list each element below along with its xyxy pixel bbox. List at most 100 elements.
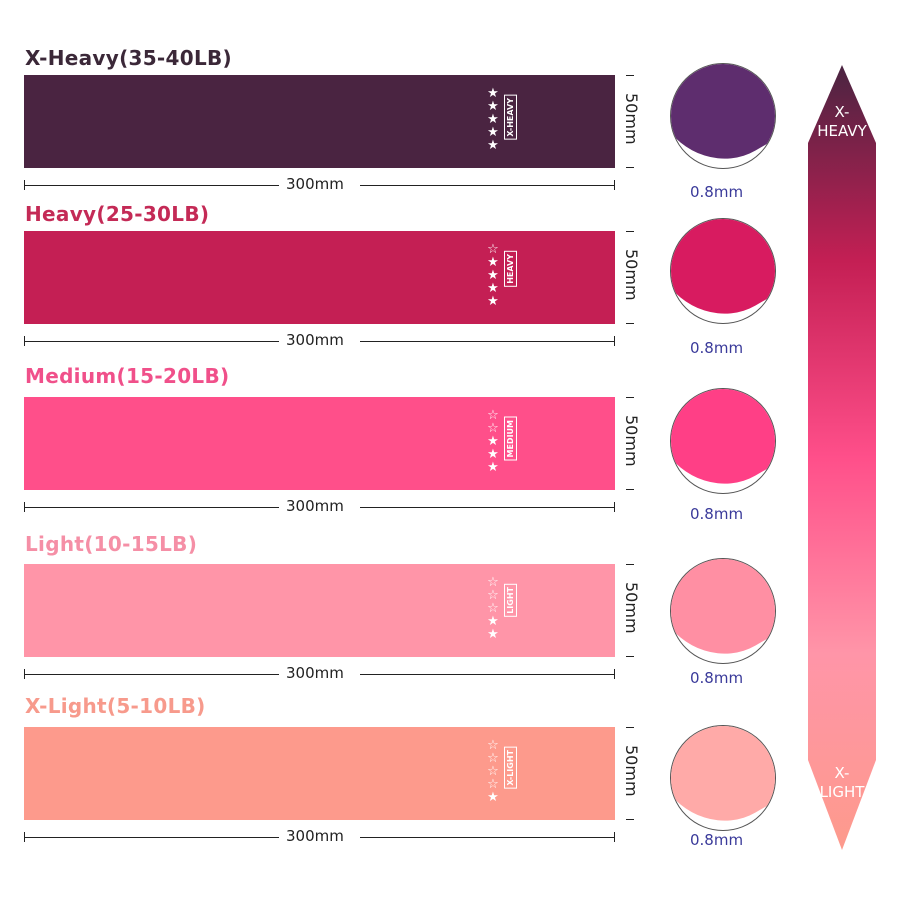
band-thickness-closeup — [670, 218, 776, 324]
dimension-line — [360, 185, 615, 186]
resistance-scale-arrow — [808, 65, 876, 850]
band-title: Light(10-15LB) — [25, 532, 198, 556]
band-title: X-Heavy(35-40LB) — [25, 46, 232, 70]
band-swatch: ★ ★ ★ ★ ★ X-HEAVY — [24, 75, 615, 168]
width-label: 50mm — [622, 93, 641, 145]
star-filled-icon: ★ — [487, 112, 499, 127]
band-fold-image — [671, 726, 775, 830]
star-filled-icon: ★ — [487, 255, 499, 270]
dimension-tick — [626, 167, 634, 168]
star-filled-icon: ★ — [487, 790, 499, 805]
dimension-tick — [24, 669, 25, 679]
dimension-tick — [614, 336, 615, 346]
star-filled-icon: ★ — [487, 447, 499, 462]
band-fold-image — [671, 389, 775, 493]
dimension-line — [360, 837, 615, 838]
length-label: 300mm — [286, 175, 344, 193]
length-dimension: 300mm — [24, 827, 615, 845]
band-level-tag: LIGHT — [504, 584, 517, 617]
star-empty-icon: ☆ — [487, 601, 499, 616]
dimension-tick — [614, 669, 615, 679]
thickness-label: 0.8mm — [690, 669, 744, 687]
scale-bottom-label: X- LIGHT — [819, 764, 865, 801]
thickness-label: 0.8mm — [690, 339, 744, 357]
band-level-tag: X-LIGHT — [504, 747, 517, 789]
width-label: 50mm — [622, 249, 641, 301]
length-label: 300mm — [286, 827, 344, 845]
dimension-line — [24, 837, 279, 838]
length-dimension: 300mm — [24, 331, 615, 349]
dimension-line — [24, 185, 279, 186]
dimension-tick — [24, 336, 25, 346]
band-swatch: ★ ★ ★ ☆ ☆ MEDIUM — [24, 397, 615, 490]
length-dimension: 300mm — [24, 497, 615, 515]
length-dimension: 300mm — [24, 175, 615, 193]
dimension-tick — [626, 727, 634, 728]
star-filled-icon: ★ — [487, 86, 499, 101]
band-thickness-closeup — [670, 388, 776, 494]
star-filled-icon: ★ — [487, 460, 499, 475]
dimension-line — [360, 507, 615, 508]
star-empty-icon: ☆ — [487, 738, 499, 753]
thickness-label: 0.8mm — [690, 505, 744, 523]
star-empty-icon: ☆ — [487, 588, 499, 603]
star-empty-icon: ☆ — [487, 242, 499, 257]
dimension-tick — [626, 489, 634, 490]
band-swatch: ★ ★ ☆ ☆ ☆ LIGHT — [24, 564, 615, 657]
band-title: Medium(15-20LB) — [25, 364, 230, 388]
star-empty-icon: ☆ — [487, 777, 499, 792]
band-fold-image — [671, 559, 775, 663]
width-dimension: 50mm — [622, 397, 641, 490]
dimension-tick — [24, 502, 25, 512]
length-label: 300mm — [286, 664, 344, 682]
dimension-line — [24, 674, 279, 675]
band-thickness-closeup — [670, 725, 776, 831]
dimension-tick — [626, 231, 634, 232]
band-level-tag: X-HEAVY — [504, 95, 517, 140]
width-label: 50mm — [622, 745, 641, 797]
star-filled-icon: ★ — [487, 614, 499, 629]
thickness-label: 0.8mm — [690, 183, 744, 201]
band-fold-image — [671, 219, 775, 323]
scale-top-label: X- HEAVY — [817, 103, 867, 140]
band-fold-image — [671, 64, 775, 168]
band-thickness-closeup — [670, 63, 776, 169]
star-filled-icon: ★ — [487, 281, 499, 296]
width-label: 50mm — [622, 415, 641, 467]
width-dimension: 50mm — [622, 231, 641, 324]
star-filled-icon: ★ — [487, 99, 499, 114]
star-filled-icon: ★ — [487, 434, 499, 449]
strength-stars: ★ ★ ★ ★ ☆ — [486, 243, 500, 308]
star-filled-icon: ★ — [487, 125, 499, 140]
dimension-line — [360, 674, 615, 675]
width-label: 50mm — [622, 582, 641, 634]
dimension-line — [24, 341, 279, 342]
dimension-tick — [614, 832, 615, 842]
star-empty-icon: ☆ — [487, 575, 499, 590]
dimension-tick — [24, 180, 25, 190]
star-filled-icon: ★ — [487, 268, 499, 283]
dimension-tick — [614, 180, 615, 190]
star-empty-icon: ☆ — [487, 764, 499, 779]
band-thickness-closeup — [670, 558, 776, 664]
dimension-tick — [626, 397, 634, 398]
dimension-tick — [626, 323, 634, 324]
length-label: 300mm — [286, 331, 344, 349]
star-filled-icon: ★ — [487, 294, 499, 309]
strength-stars: ★ ★ ★ ☆ ☆ — [486, 409, 500, 474]
length-label: 300mm — [286, 497, 344, 515]
star-filled-icon: ★ — [487, 138, 499, 153]
strength-stars: ★ ☆ ☆ ☆ ☆ — [486, 739, 500, 804]
star-empty-icon: ☆ — [487, 421, 499, 436]
width-dimension: 50mm — [622, 75, 641, 168]
star-empty-icon: ☆ — [487, 751, 499, 766]
width-dimension: 50mm — [622, 564, 641, 657]
dimension-tick — [626, 564, 634, 565]
star-empty-icon: ☆ — [487, 408, 499, 423]
band-swatch: ★ ★ ★ ★ ☆ HEAVY — [24, 231, 615, 324]
dimension-line — [24, 507, 279, 508]
band-level-tag: MEDIUM — [504, 417, 517, 461]
strength-stars: ★ ★ ★ ★ ★ — [486, 87, 500, 152]
band-level-tag: HEAVY — [504, 251, 517, 287]
dimension-tick — [626, 75, 634, 76]
